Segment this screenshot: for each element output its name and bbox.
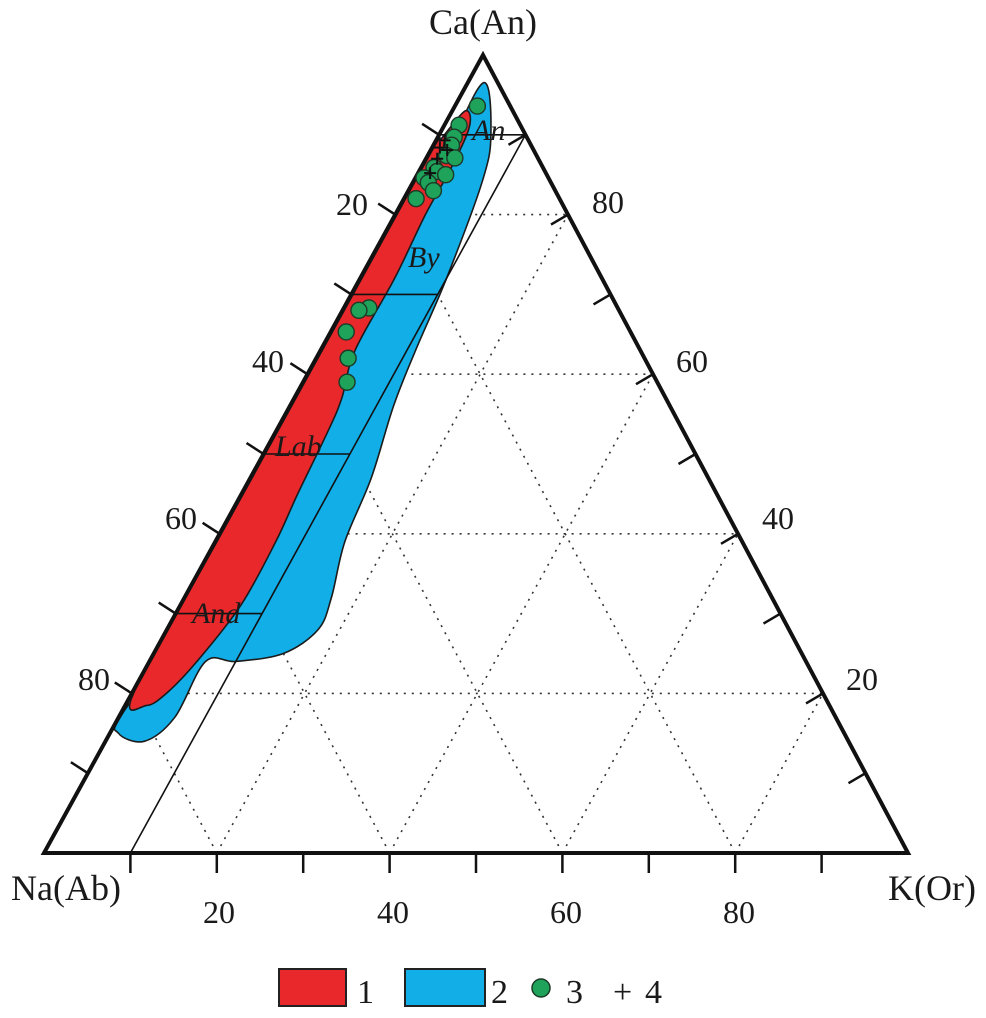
legend-swatch-1 bbox=[278, 968, 347, 1007]
triangle-frame bbox=[40, 50, 912, 873]
right-edge-tick-20 bbox=[805, 692, 824, 705]
right-edge-tick-90 bbox=[507, 133, 527, 146]
legend: 1 2 3 + 4 bbox=[278, 968, 662, 1011]
right-tick-label-60: 60 bbox=[676, 343, 708, 379]
left-edge-tick-30 bbox=[158, 601, 177, 615]
point-series-3-16 bbox=[339, 349, 357, 367]
legend-label-4: 4 bbox=[645, 974, 662, 1011]
right-tick-label-80: 80 bbox=[592, 184, 624, 220]
legend-marker-4: + bbox=[613, 974, 632, 1011]
point-series-3-5 bbox=[446, 149, 464, 167]
grid-line-or-20 bbox=[216, 214, 569, 854]
point-series-3-0 bbox=[468, 97, 487, 115]
point-series-3-17 bbox=[338, 373, 356, 391]
left-edge-tick-90 bbox=[421, 122, 440, 136]
boundary-or-10 bbox=[129, 134, 527, 854]
bottom-tick-label-40: 40 bbox=[377, 894, 409, 930]
bottom-tick-label-60: 60 bbox=[550, 894, 582, 930]
right-tick-label-20: 20 bbox=[846, 661, 878, 697]
vertex-label-right: K(Or) bbox=[888, 868, 976, 908]
data-points bbox=[337, 97, 487, 391]
vertex-label-top: Ca(An) bbox=[429, 2, 537, 42]
point-series-4-2 bbox=[441, 143, 454, 156]
bottom-tick-label-20: 20 bbox=[203, 894, 235, 930]
legend-marker-3 bbox=[531, 978, 551, 998]
point-series-3-8 bbox=[436, 165, 455, 184]
right-edge-tick-80 bbox=[550, 213, 569, 226]
field-label-lab: Lab bbox=[274, 430, 322, 463]
point-series-4-1 bbox=[433, 141, 446, 154]
left-edge-tick-10 bbox=[70, 761, 89, 775]
left-edge-tick-50 bbox=[245, 441, 265, 456]
left-edge-tick-40 bbox=[201, 521, 221, 535]
right-edge-tick-60 bbox=[635, 373, 654, 386]
field-label-by: By bbox=[408, 241, 440, 274]
point-series-4-3 bbox=[431, 152, 444, 165]
left-tick-label-20: 20 bbox=[336, 186, 368, 222]
point-series-3-15 bbox=[337, 323, 355, 341]
left-tick-label-80: 80 bbox=[78, 661, 110, 697]
right-edge-tick-50 bbox=[677, 452, 697, 466]
field-label-and: And bbox=[190, 597, 241, 630]
right-edge-tick-40 bbox=[720, 532, 739, 545]
point-series-3-12 bbox=[407, 189, 425, 208]
legend-swatch-2 bbox=[404, 968, 486, 1007]
left-tick-label-40: 40 bbox=[252, 343, 284, 379]
grid-line-or-80 bbox=[734, 693, 824, 854]
left-tick-label-60: 60 bbox=[165, 500, 197, 536]
vertex-label-left: Na(Ab) bbox=[11, 868, 121, 908]
field-boundaries bbox=[129, 134, 527, 854]
point-series-3-11 bbox=[424, 181, 443, 200]
legend-label-1: 1 bbox=[357, 974, 374, 1011]
point-series-3-14 bbox=[350, 301, 368, 320]
field-label-an: An bbox=[470, 114, 505, 147]
grid-line-or-40 bbox=[388, 373, 654, 854]
point-series-4-0 bbox=[438, 134, 451, 147]
left-edge-tick-70 bbox=[333, 282, 352, 296]
right-tick-label-40: 40 bbox=[762, 500, 794, 536]
left-edge-tick-80 bbox=[377, 202, 396, 216]
right-edge-tick-10 bbox=[847, 772, 867, 785]
point-series-4-4 bbox=[424, 167, 437, 180]
right-edge-tick-30 bbox=[762, 612, 782, 625]
right-edge-tick-70 bbox=[592, 293, 612, 306]
bottom-tick-label-80: 80 bbox=[723, 894, 755, 930]
legend-label-3: 3 bbox=[566, 974, 583, 1011]
left-edge-tick-60 bbox=[289, 362, 309, 376]
left-edge-tick-20 bbox=[114, 681, 133, 695]
legend-label-2: 2 bbox=[491, 974, 508, 1011]
